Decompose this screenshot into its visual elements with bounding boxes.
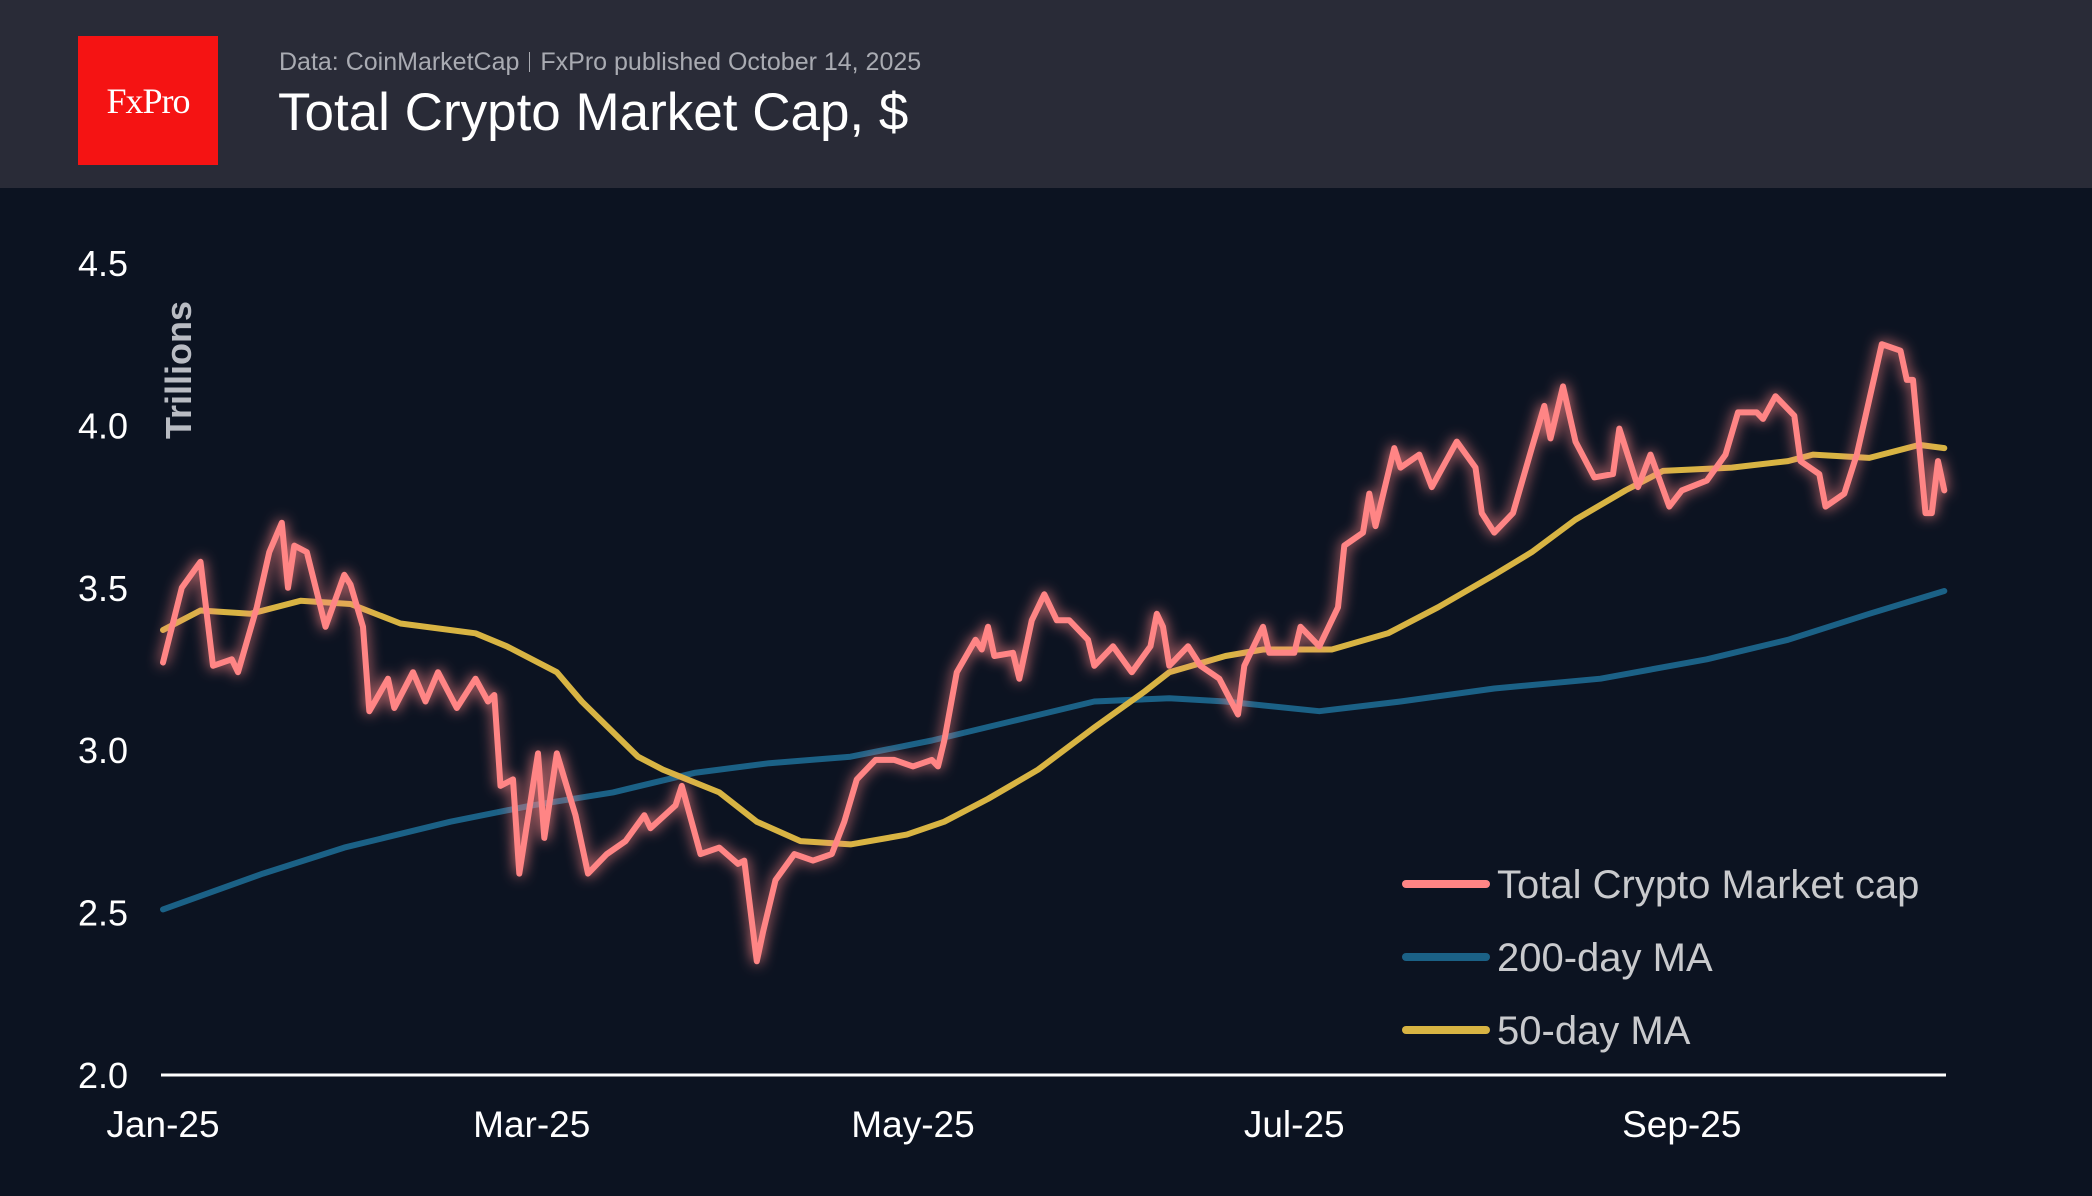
legend-label: 200-day MA: [1497, 936, 1713, 980]
series-line-total-crypto-market-cap: [160, 341, 1948, 965]
x-tick-label: Jul-25: [1244, 1104, 1345, 1145]
logo-text: FxPro: [106, 80, 190, 121]
published-date: FxPro published October 14, 2025: [540, 48, 922, 76]
fxpro-logo: FxPro: [78, 36, 218, 165]
x-tick-label: Sep-25: [1622, 1104, 1741, 1145]
y-tick-label: 3.5: [78, 568, 128, 609]
x-tick-label: Jan-25: [106, 1104, 219, 1145]
x-tick-label: May-25: [851, 1104, 974, 1145]
y-tick-label: 3.0: [78, 730, 128, 771]
data-source: Data: CoinMarketCap: [279, 48, 520, 76]
legend-label: 50-day MA: [1497, 1009, 1691, 1053]
chart-title: Total Crypto Market Cap, $: [278, 83, 909, 142]
series-line-200-day-ma: [160, 588, 1948, 913]
series-lines: [160, 341, 1948, 965]
legend-item: Total Crypto Market cap: [1402, 863, 1919, 907]
legend: Total Crypto Market cap 200-day MA 50-day …: [1402, 863, 1919, 1053]
legend-label: Total Crypto Market cap: [1497, 863, 1919, 907]
y-axis: 2.0 2.5 3.0 3.5 4.0 4.5: [78, 243, 128, 1096]
chart-subtitle: Data: CoinMarketCap FxPro published Octob…: [279, 48, 921, 77]
legend-item: 200-day MA: [1402, 936, 1713, 980]
y-tick-label: 2.5: [78, 893, 128, 934]
separator: [529, 52, 531, 72]
series-line-50-day-ma: [160, 441, 1948, 848]
legend-item: 50-day MA: [1402, 1009, 1691, 1053]
y-tick-label: 4.5: [78, 243, 128, 284]
y-tick-label: 2.0: [78, 1055, 128, 1096]
chart-header: FxPro Data: CoinMarketCap FxPro published…: [0, 0, 2092, 188]
x-axis: Jan-25 Mar-25 May-25 Jul-25 Sep-25: [106, 1104, 1741, 1145]
y-axis-label: Trillions: [158, 301, 199, 439]
x-tick-label: Mar-25: [473, 1104, 590, 1145]
y-tick-label: 4.0: [78, 405, 128, 446]
